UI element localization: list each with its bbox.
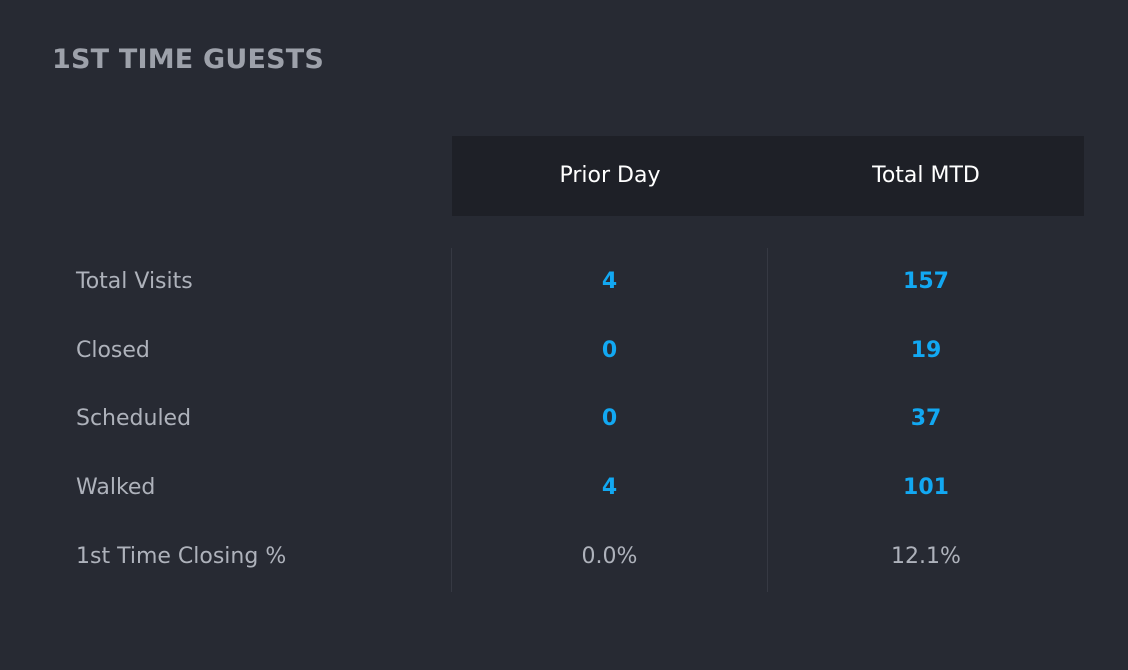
- row-label: Closed: [76, 338, 150, 363]
- prior-day-value: 0.0%: [581, 544, 638, 569]
- row-label: 1st Time Closing %: [76, 544, 287, 569]
- total-mtd-value-link[interactable]: 19: [910, 338, 942, 363]
- column-header-prior-day: Prior Day: [559, 163, 661, 188]
- table-row-closed: Closed 0 19: [0, 331, 1128, 371]
- row-label: Total Visits: [76, 269, 193, 294]
- total-mtd-value: 12.1%: [891, 544, 961, 569]
- row-label: Scheduled: [76, 406, 192, 431]
- total-mtd-value-link[interactable]: 157: [903, 269, 949, 294]
- table-row-scheduled: Scheduled 0 37: [0, 399, 1128, 439]
- total-mtd-value-link[interactable]: 101: [903, 475, 949, 500]
- table-row-total-visits: Total Visits 4 157: [0, 262, 1128, 302]
- table-header: Prior Day Total MTD: [452, 136, 1084, 216]
- column-header-total-mtd: Total MTD: [872, 163, 980, 188]
- table-row-closing-percent: 1st Time Closing % 0.0% 12.1%: [0, 537, 1128, 577]
- column-divider: [451, 248, 452, 592]
- total-mtd-value-link[interactable]: 37: [910, 406, 942, 431]
- column-divider: [767, 248, 768, 592]
- card-title: 1ST TIME GUESTS: [52, 44, 325, 75]
- prior-day-value-link[interactable]: 4: [601, 269, 618, 294]
- prior-day-value-link[interactable]: 0: [601, 406, 618, 431]
- table-row-walked: Walked 4 101: [0, 468, 1128, 508]
- row-label: Walked: [76, 475, 156, 500]
- prior-day-value-link[interactable]: 0: [601, 338, 618, 363]
- prior-day-value-link[interactable]: 4: [601, 475, 618, 500]
